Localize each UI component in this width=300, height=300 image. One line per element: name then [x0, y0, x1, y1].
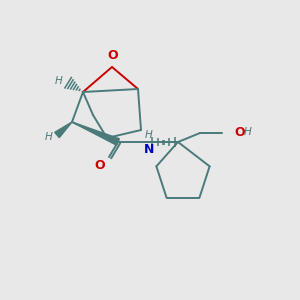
Text: H: H [44, 132, 52, 142]
Text: H: H [145, 130, 153, 140]
Polygon shape [55, 122, 72, 138]
Text: O: O [234, 125, 244, 139]
Text: N: N [144, 143, 154, 156]
Polygon shape [72, 122, 119, 145]
Text: O: O [94, 159, 105, 172]
Text: H: H [54, 76, 62, 86]
Text: O: O [108, 49, 118, 62]
Text: H: H [244, 127, 252, 137]
